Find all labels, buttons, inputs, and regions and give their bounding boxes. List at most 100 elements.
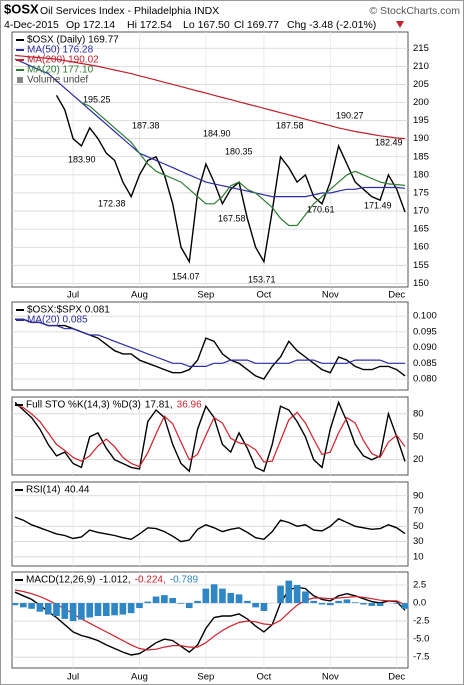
series-line	[14, 400, 406, 473]
histogram-bar	[235, 594, 243, 604]
series-line	[14, 404, 406, 468]
legend-label: MA(20) 0.085	[27, 315, 88, 326]
price-annotation: 154.07	[172, 271, 200, 281]
y-tick-label: 0.100	[413, 311, 437, 322]
y-tick-label: 10	[413, 551, 424, 562]
histogram-bar	[401, 603, 409, 609]
histogram-bar	[302, 591, 309, 604]
y-tick-label: 165	[413, 224, 429, 235]
histogram-bar	[94, 603, 102, 617]
histogram-bar	[28, 603, 35, 609]
y-tick-label: 215	[413, 43, 429, 54]
x-tick-label: Jul	[67, 290, 79, 301]
y-tick-label: 195	[413, 115, 429, 126]
legend-label: 40.44	[64, 485, 89, 496]
x-tick-label: Aug	[131, 672, 148, 683]
histogram-bar	[111, 603, 118, 616]
legend-title: Full STO %K(14,3) %D(3)	[26, 400, 141, 411]
x-tick-label: Sep	[197, 672, 214, 683]
x-tick-label: Dec	[388, 672, 405, 683]
histogram-bar	[36, 603, 44, 612]
histogram-bar	[177, 603, 185, 604]
histogram-bar	[78, 603, 85, 620]
y-tick-label: 0.080	[413, 374, 437, 385]
histogram-bar	[102, 603, 110, 617]
price-annotation: 167.58	[218, 213, 246, 223]
y-tick-label: 30	[413, 536, 424, 547]
histogram-bar	[260, 603, 268, 611]
y-tick-label: 0.090	[413, 342, 437, 353]
legend-title: RSI(14)	[26, 485, 60, 496]
histogram-bar	[119, 603, 127, 615]
legend-label: $OSX:$SPX 0.081	[27, 305, 110, 316]
symbol: $OSX	[4, 1, 39, 16]
y-tick-label: 160	[413, 242, 429, 253]
price-annotation: 184.90	[203, 128, 231, 138]
price-annotation: 170.61	[307, 204, 335, 214]
y-tick-label: 155	[413, 260, 429, 271]
series-line	[14, 54, 406, 140]
histogram-bar	[11, 603, 19, 606]
y-tick-label: -5.0	[413, 634, 429, 645]
series-line	[55, 94, 406, 264]
series-line	[14, 58, 406, 198]
price-annotation: 183.90	[68, 154, 96, 164]
panel-frame	[11, 301, 409, 391]
histogram-bar	[310, 600, 318, 604]
low: Lo 167.50	[183, 19, 230, 31]
y-tick-label: 0.095	[413, 326, 437, 337]
x-tick-label: Oct	[257, 290, 272, 301]
y-tick-label: 180	[413, 169, 429, 180]
histogram-bar	[335, 600, 342, 604]
histogram-bar	[227, 592, 235, 604]
y-tick-label: 0.0	[413, 598, 426, 609]
y-tick-label: 20	[413, 454, 424, 465]
histogram-bar	[185, 603, 193, 609]
y-tick-label: 50	[413, 521, 424, 532]
x-tick-label: Sep	[197, 290, 214, 301]
legend-label: -0.224,	[135, 575, 166, 586]
price-annotation: 182.49	[375, 137, 403, 147]
histogram-bar	[285, 580, 293, 604]
y-tick-label: 2.5	[413, 580, 426, 591]
y-tick-label: -7.5	[413, 652, 429, 663]
legend-swatch	[17, 77, 23, 83]
x-tick-label: Aug	[131, 290, 148, 301]
y-tick-label: 50	[413, 431, 424, 442]
histogram-bar	[61, 603, 69, 619]
price-annotation: 172.38	[98, 198, 126, 208]
histogram-bar	[210, 584, 218, 604]
histogram-bar	[293, 584, 301, 604]
histogram-bar	[86, 603, 93, 618]
series-line	[14, 516, 406, 543]
price-annotation: 187.38	[132, 120, 160, 130]
x-tick-label: Jul	[67, 672, 79, 683]
series-line	[81, 101, 406, 227]
histogram-bar	[393, 603, 401, 604]
x-tick-label: Nov	[322, 290, 339, 301]
histogram-bar	[144, 601, 152, 604]
price-annotation: 180.35	[225, 146, 253, 156]
down-arrow	[396, 21, 404, 28]
index-name: Oil Services Index - Philadelphia INDX	[40, 5, 219, 17]
y-tick-label: 185	[413, 151, 429, 162]
x-tick-label: Dec	[388, 290, 405, 301]
x-tick-label: Oct	[257, 672, 272, 683]
histogram-bar	[161, 595, 168, 604]
series-line	[15, 318, 405, 367]
legend-label: Volume undef	[27, 75, 88, 86]
histogram-bar	[318, 603, 326, 605]
legend-label: 17.81,	[145, 400, 173, 411]
y-tick-label: 150	[413, 278, 429, 289]
credit: © StockCharts.com	[369, 5, 460, 17]
y-tick-label: 170	[413, 206, 429, 217]
legend-label: -1.012,	[99, 575, 130, 586]
y-tick-label: 80	[413, 408, 424, 419]
histogram-bar	[136, 603, 143, 609]
legend-label: 36.96	[177, 400, 202, 411]
histogram-bar	[252, 603, 259, 608]
histogram-bar	[368, 603, 376, 606]
y-tick-label: 210	[413, 61, 429, 72]
y-tick-label: 70	[413, 506, 424, 517]
